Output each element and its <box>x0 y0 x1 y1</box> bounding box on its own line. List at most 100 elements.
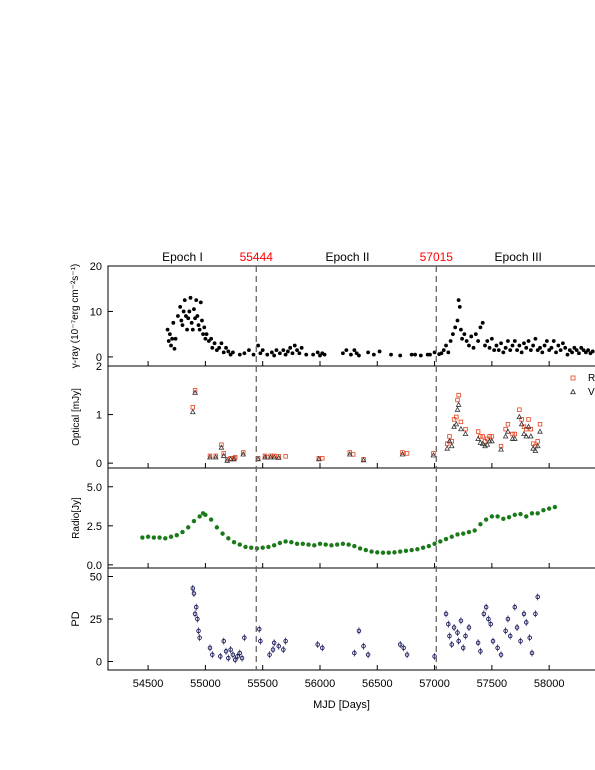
data-point <box>577 351 581 356</box>
data-point <box>271 453 277 459</box>
data-point <box>286 349 290 354</box>
data-point <box>515 348 519 352</box>
data-point <box>426 543 432 549</box>
panel-radio: 0.0 2.5 5.0 <box>87 467 595 572</box>
data-point <box>511 435 518 441</box>
data-point <box>218 654 223 659</box>
data-point <box>235 654 240 659</box>
data-point <box>514 625 520 630</box>
data-point <box>528 348 533 352</box>
data-point <box>352 543 357 549</box>
data-point <box>267 652 272 657</box>
data-point <box>510 431 515 437</box>
data-point <box>505 422 511 427</box>
data-point <box>561 341 565 346</box>
data-point <box>203 512 208 518</box>
data-point <box>189 320 194 325</box>
legend-entry-v: V <box>588 387 595 398</box>
series-radio-0 <box>140 504 558 555</box>
data-point <box>503 628 508 634</box>
data-point <box>361 643 366 649</box>
data-point <box>251 352 256 357</box>
data-point <box>403 548 409 554</box>
data-point <box>173 336 178 341</box>
data-point <box>533 611 538 617</box>
data-point <box>217 345 222 350</box>
data-point <box>488 621 493 627</box>
data-point <box>486 616 491 622</box>
data-point <box>265 352 270 357</box>
data-point <box>526 417 531 422</box>
data-point <box>281 647 286 652</box>
data-point <box>471 345 476 350</box>
data-point <box>455 397 460 403</box>
data-point <box>512 339 517 343</box>
y-tick-label: 25 <box>90 614 102 626</box>
data-point <box>329 543 334 548</box>
data-point <box>458 425 464 432</box>
data-point <box>521 424 527 429</box>
data-point <box>439 351 444 356</box>
data-point <box>443 536 449 542</box>
data-point <box>398 549 403 554</box>
data-point <box>456 298 461 302</box>
data-point <box>480 434 485 439</box>
data-point <box>344 348 349 352</box>
data-point <box>357 546 363 551</box>
data-point <box>527 433 534 439</box>
data-point <box>218 444 225 450</box>
data-point <box>399 451 406 457</box>
data-point <box>453 325 458 330</box>
data-point <box>220 531 225 536</box>
legend-entry-r: R <box>588 373 595 384</box>
data-point <box>315 350 320 355</box>
data-point <box>323 542 328 547</box>
data-point <box>529 511 535 516</box>
data-point <box>194 298 199 302</box>
data-point <box>438 539 443 544</box>
data-point <box>357 353 361 358</box>
data-point <box>271 454 278 460</box>
data-point <box>447 434 452 439</box>
data-point <box>145 534 151 539</box>
series-optical-0 <box>190 388 543 462</box>
epoch-label: Epoch III <box>495 250 542 264</box>
data-point <box>463 426 468 432</box>
data-point <box>315 642 320 647</box>
data-point <box>475 429 481 434</box>
data-point <box>228 647 233 652</box>
data-point <box>276 643 281 649</box>
data-point <box>192 307 196 312</box>
data-point <box>196 323 201 327</box>
data-point <box>458 419 464 425</box>
data-point <box>431 451 436 456</box>
data-point <box>409 547 414 553</box>
data-point <box>202 325 207 330</box>
data-point <box>512 512 517 518</box>
data-point <box>586 348 591 352</box>
data-point <box>258 351 263 356</box>
data-point <box>570 350 574 355</box>
data-point <box>212 341 217 346</box>
data-point <box>542 343 547 348</box>
data-point <box>483 517 489 522</box>
data-point <box>292 343 297 348</box>
y-axis-label-radio: Radio[Jy] <box>71 497 82 539</box>
data-point <box>197 514 202 519</box>
data-point <box>269 350 274 355</box>
data-point <box>527 635 532 640</box>
data-point <box>496 348 501 352</box>
data-point <box>237 352 242 357</box>
data-point <box>517 407 522 412</box>
data-point <box>226 536 231 541</box>
data-point <box>535 511 540 516</box>
data-point <box>312 543 317 548</box>
data-point <box>262 454 268 460</box>
data-point <box>473 332 478 337</box>
data-point <box>526 339 531 343</box>
data-point <box>260 545 265 550</box>
data-point <box>283 454 288 459</box>
data-point <box>306 542 311 547</box>
data-point <box>446 438 453 444</box>
x-tick-label: 54500 <box>133 678 164 690</box>
